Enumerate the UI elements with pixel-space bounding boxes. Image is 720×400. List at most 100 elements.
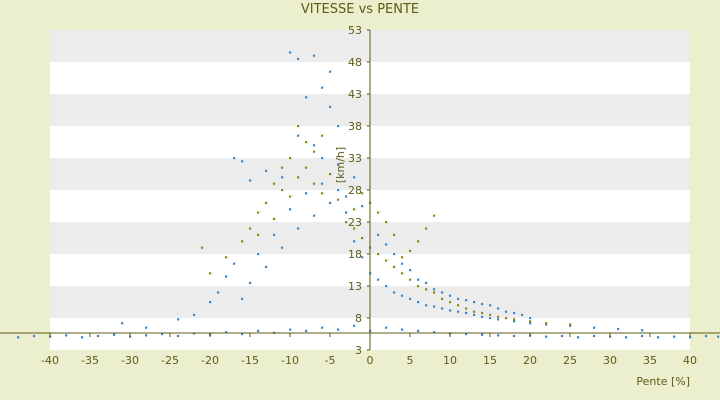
data-point	[449, 301, 452, 304]
data-point	[433, 331, 436, 334]
data-point	[313, 150, 316, 153]
data-point	[17, 336, 20, 339]
data-point	[617, 327, 620, 331]
data-point	[385, 259, 388, 262]
data-point	[337, 125, 340, 128]
x-axis-label: Pente [%]	[636, 375, 690, 388]
data-point	[257, 329, 260, 332]
data-point	[505, 317, 508, 320]
x-tick-label: 25	[563, 354, 577, 367]
data-point	[513, 320, 516, 323]
data-point	[561, 334, 564, 338]
data-point	[217, 291, 220, 294]
data-point	[449, 309, 452, 312]
data-point	[305, 192, 308, 195]
data-point	[313, 54, 316, 57]
data-point	[569, 323, 572, 326]
data-point	[249, 179, 252, 182]
data-point	[377, 211, 380, 214]
y-axis-label: [km/h]	[334, 147, 347, 183]
data-point	[289, 328, 292, 331]
data-point	[233, 262, 236, 265]
data-point	[401, 272, 404, 275]
data-point	[361, 237, 364, 240]
data-point	[457, 304, 460, 307]
data-point	[361, 192, 364, 195]
data-point	[385, 326, 388, 329]
data-point	[321, 192, 324, 195]
data-point	[361, 256, 364, 259]
data-point	[497, 307, 500, 310]
data-point	[65, 334, 68, 337]
data-point	[377, 253, 380, 256]
y-tick-label: 48	[348, 56, 362, 69]
data-point	[353, 227, 356, 230]
data-point	[465, 299, 468, 302]
data-point	[145, 326, 148, 329]
data-point	[241, 333, 244, 336]
data-point	[673, 335, 676, 338]
data-point	[593, 334, 596, 338]
y-tick-label: 43	[348, 88, 362, 101]
data-point	[281, 176, 284, 179]
data-point	[281, 246, 284, 249]
y-tick-label: 23	[348, 216, 362, 229]
data-point	[497, 318, 500, 321]
data-point	[393, 265, 396, 268]
y-tick-label: 28	[348, 184, 362, 197]
data-point	[337, 189, 340, 192]
data-point	[113, 333, 116, 336]
data-point	[513, 318, 516, 321]
data-point	[321, 157, 324, 160]
data-point	[353, 240, 356, 243]
data-point	[513, 311, 516, 315]
data-point	[433, 291, 436, 294]
data-point	[465, 307, 468, 310]
data-point	[505, 310, 508, 313]
x-tick-label: 0	[367, 354, 374, 367]
data-point	[393, 253, 396, 256]
data-point	[177, 334, 180, 338]
data-point	[401, 294, 404, 297]
data-point	[225, 331, 228, 334]
x-tick-labels: -40 -35 -30 -25 -20 -15 -10 -5 0 5 10 15 20 25 30 35 40	[41, 333, 697, 367]
data-point	[385, 243, 388, 246]
x-tick-label: -25	[161, 354, 179, 367]
data-point	[97, 334, 100, 338]
data-point	[393, 291, 396, 294]
x-tick-label: -35	[81, 354, 99, 367]
data-point	[457, 297, 460, 300]
data-point	[513, 334, 516, 338]
x-tick-label: 20	[523, 354, 537, 367]
data-point	[345, 211, 348, 214]
y-tick-label: 3	[355, 344, 362, 357]
data-point	[289, 157, 292, 160]
data-point	[321, 86, 324, 89]
data-point	[297, 134, 300, 137]
data-point	[481, 311, 484, 315]
data-point	[481, 302, 484, 306]
data-point	[417, 285, 420, 288]
data-point	[201, 246, 204, 249]
data-point	[385, 221, 388, 224]
data-point	[257, 211, 260, 214]
data-point	[377, 278, 380, 281]
data-point	[641, 329, 644, 332]
data-point	[529, 317, 532, 320]
data-point	[481, 333, 484, 336]
data-point	[529, 322, 532, 325]
data-point	[481, 315, 484, 318]
data-point	[289, 195, 292, 198]
data-point	[449, 294, 452, 297]
data-point	[321, 182, 324, 185]
x-tick-label: -30	[121, 354, 139, 367]
x-tick-label: -15	[241, 354, 259, 367]
data-point	[497, 315, 500, 318]
data-point	[121, 322, 124, 325]
data-point	[241, 297, 244, 300]
data-point	[305, 329, 308, 332]
data-point	[473, 310, 476, 313]
data-point	[657, 336, 660, 339]
data-point	[385, 285, 388, 288]
y-tick-label: 18	[348, 248, 362, 261]
